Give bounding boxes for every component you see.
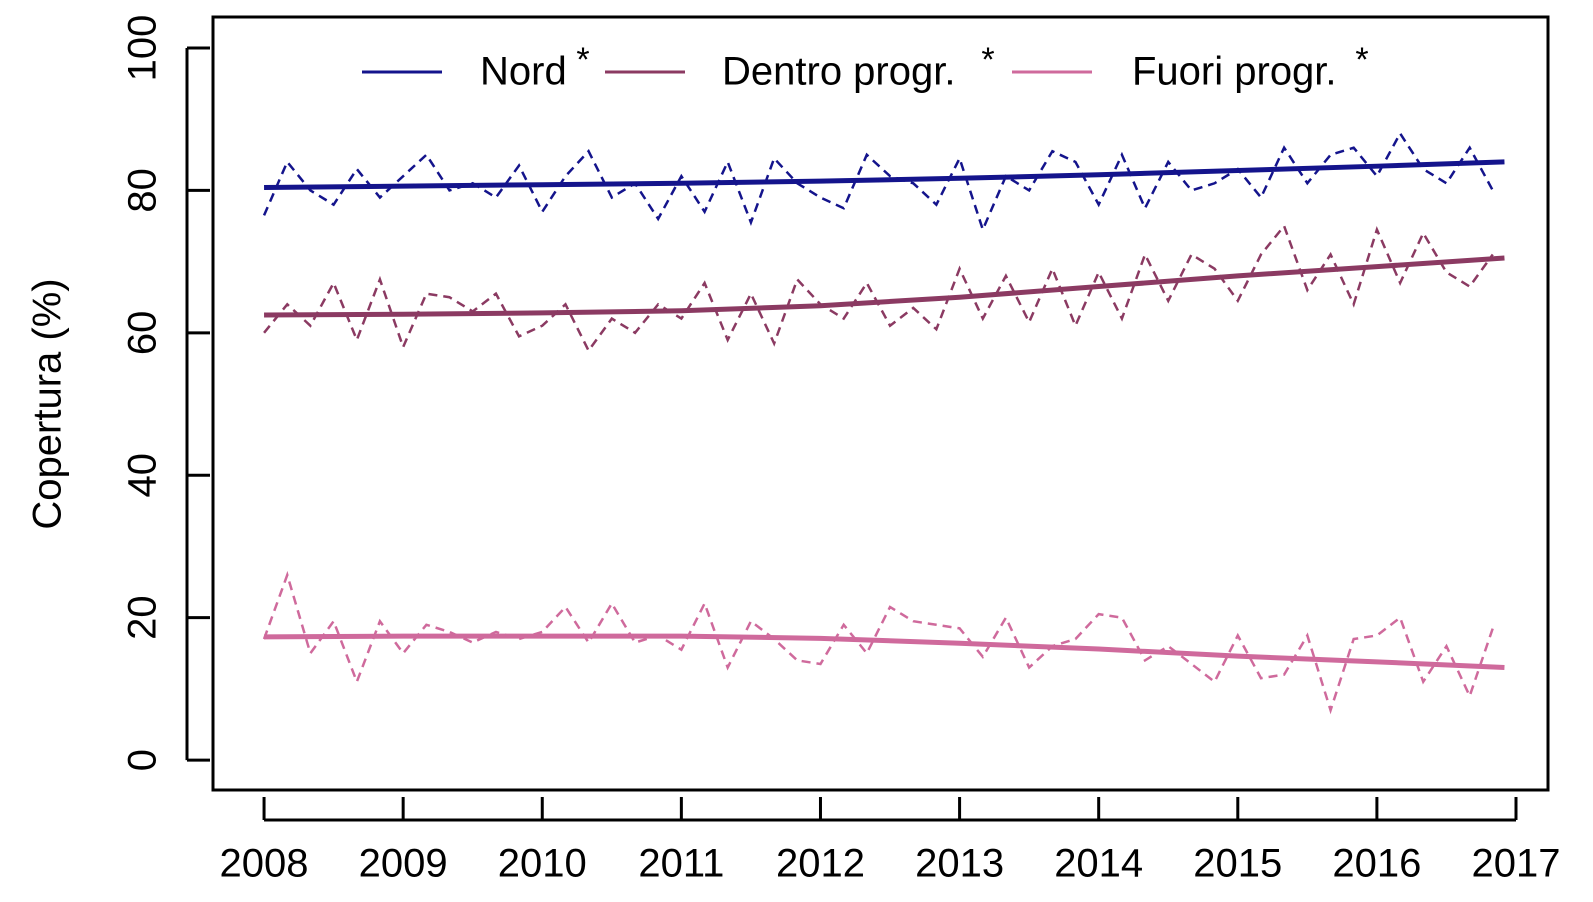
x-tick-label: 2008: [220, 842, 309, 886]
x-tick-label: 2009: [359, 842, 448, 886]
y-tick-label: 80: [121, 168, 165, 213]
legend-label: Dentro progr.: [722, 50, 955, 94]
x-tick-label: 2017: [1472, 842, 1561, 886]
data-line: [262, 130, 1494, 234]
plot-box: [211, 15, 1550, 792]
y-tick-label: 100: [121, 15, 165, 82]
x-tick-label: 2015: [1193, 842, 1282, 886]
x-tick-label: 2011: [638, 842, 724, 886]
y-tick-label: 40: [121, 453, 165, 498]
x-tick-label: 2013: [915, 842, 1004, 886]
data-line: [262, 570, 1494, 715]
y-tick-label: 20: [121, 595, 165, 640]
legend-marker: *: [576, 41, 589, 79]
data-line: [263, 223, 1494, 354]
trend-line: [264, 255, 1505, 318]
legend-marker: *: [981, 41, 994, 79]
y-tick-label: 0: [121, 749, 165, 771]
y-tick-label: 60: [121, 311, 165, 356]
trend-line: [264, 159, 1505, 191]
x-tick-label: 2016: [1332, 842, 1421, 886]
trend-line: [264, 633, 1505, 671]
legend-marker: *: [1355, 41, 1368, 79]
legend-label: Nord: [480, 50, 567, 94]
legend-label: Fuori progr.: [1132, 50, 1337, 94]
y-axis-label: Copertura (%): [26, 278, 70, 529]
x-tick-label: 2010: [498, 842, 587, 886]
x-tick-label: 2014: [1054, 842, 1143, 886]
x-tick-label: 2012: [776, 842, 865, 886]
